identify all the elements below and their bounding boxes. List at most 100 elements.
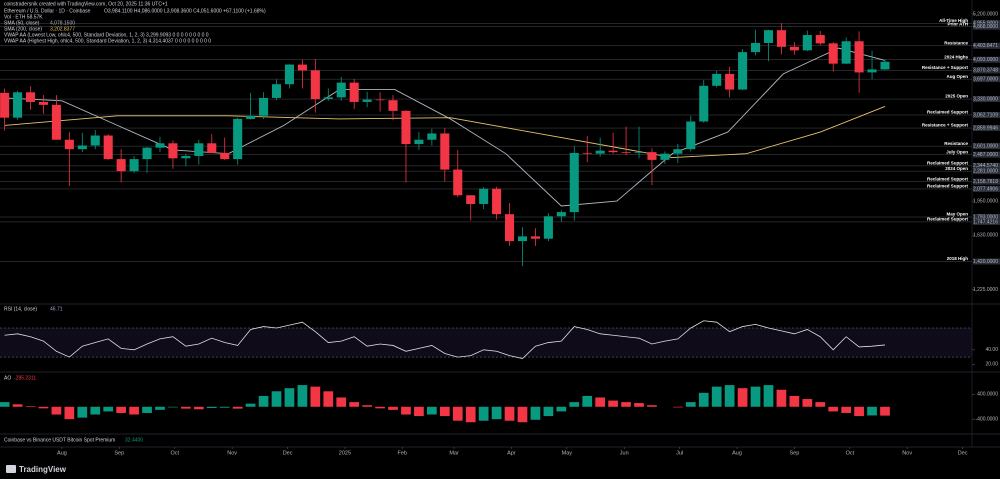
ao-bar <box>38 406 49 409</box>
candle-body <box>634 152 644 153</box>
candle-body <box>51 104 61 140</box>
level-label: 4,955.9000 <box>973 21 998 27</box>
candle-body <box>38 101 48 105</box>
candle-body <box>582 152 592 154</box>
y-tick-label: 20.00 <box>985 362 998 368</box>
level-label: 1,420.0000 <box>973 259 998 265</box>
x-tick-label: Oct <box>170 450 179 456</box>
candle-body <box>414 139 424 145</box>
ao-bar <box>258 395 269 407</box>
candle-body <box>271 84 282 98</box>
candle-body <box>401 110 411 145</box>
level-name: Resistance <box>944 40 968 45</box>
level-label: 4,093.0000 <box>973 57 998 63</box>
y-tick-label: 400.0000 <box>977 392 998 398</box>
ao-bar <box>815 402 826 407</box>
ao-bar <box>828 406 839 412</box>
x-tick-label: Feb <box>398 450 407 456</box>
premium-title: Coinbase vs Binance USDT Bitcoin Spot Pr… <box>4 437 115 443</box>
candle-body <box>660 153 670 160</box>
y-tick-label: -400.0000 <box>975 416 998 422</box>
candle-body <box>750 42 761 53</box>
level-label-box <box>973 111 1000 118</box>
ao-bar <box>323 391 334 407</box>
ao-bar <box>375 406 385 409</box>
level-label: 4,868.0000 <box>973 24 998 30</box>
ao-bar <box>297 385 308 407</box>
logo: TradingView <box>6 465 67 474</box>
ao-bar <box>517 406 528 423</box>
ao-bar <box>427 406 437 415</box>
candle-body <box>699 85 709 122</box>
candle-body <box>867 69 877 73</box>
ao-bar <box>219 406 230 408</box>
y-tick-label: 1,630.0000 <box>973 233 998 239</box>
x-tick-label: Jul <box>676 450 683 456</box>
footer-brand: TradingView <box>19 465 67 474</box>
ao-bar <box>181 406 191 409</box>
candle-body <box>595 150 605 154</box>
candle-body <box>142 147 152 160</box>
level-label-box <box>973 76 1000 83</box>
candle-body <box>129 159 139 172</box>
x-tick-label: Nov <box>227 450 237 456</box>
level-name: Aug Open <box>947 74 969 79</box>
candle-body <box>25 92 36 102</box>
ao-bar <box>841 406 852 413</box>
candle-body <box>828 43 838 64</box>
rsi-line <box>4 320 886 359</box>
ao-bar <box>129 406 139 415</box>
ao-bar <box>711 386 722 407</box>
ao-bar <box>802 399 813 407</box>
moving-average <box>4 47 886 207</box>
x-tick-label: Dec <box>958 450 968 456</box>
ao-bar <box>867 406 877 416</box>
ao-bar <box>284 388 295 407</box>
x-tick-label: Sep <box>114 450 124 456</box>
candle-body <box>246 115 256 119</box>
candle-body <box>505 214 515 242</box>
candle-body <box>194 143 204 156</box>
ao-bar <box>103 406 114 412</box>
level-label: 2,601.0000 <box>973 143 998 149</box>
x-tick-label: Nov <box>902 450 912 456</box>
x-tick-label: Mar <box>449 450 459 456</box>
level-label: 2,487.0000 <box>973 152 998 158</box>
x-tick-label: Dec <box>283 450 293 456</box>
level-label: 2,158.7818 <box>973 179 998 185</box>
level-label-box <box>973 20 1000 27</box>
level-label-box <box>973 143 1000 150</box>
rsi-title: RSI (14, close) <box>4 306 37 312</box>
level-label: 3,697.0000 <box>973 76 998 82</box>
caption: coinstradersnik created with TradingView… <box>4 1 168 7</box>
candle-body <box>880 61 890 70</box>
ohlc-text: O3,984.1100 H4,086.0000 L3,908.3600 C4,0… <box>104 8 266 14</box>
ao-bar <box>608 400 618 407</box>
chart-title: Ethereum / U.S. Dollar · 1D · Coinbase <box>4 8 91 14</box>
candle-body <box>517 236 528 242</box>
candle-body <box>427 133 437 140</box>
candle-body <box>323 97 333 100</box>
ao-bar <box>647 405 657 407</box>
candle-body <box>854 41 864 73</box>
level-name: July Open <box>946 149 968 154</box>
ao-title: AO <box>4 375 11 381</box>
level-name: Reclaimed Support <box>927 161 969 166</box>
candle-body <box>168 143 178 159</box>
level-name: Prior ATH <box>947 21 968 26</box>
ao-bar <box>582 395 593 407</box>
ao-bar <box>672 406 683 408</box>
ao-bar <box>776 389 787 407</box>
level-label: 1,747.4216 <box>973 219 998 225</box>
candle-body <box>686 121 696 150</box>
candle-body <box>77 145 87 150</box>
level-label: 3,330.0000 <box>973 96 998 102</box>
candle-body <box>259 97 269 116</box>
y-tick-label: 5,200.0000 <box>973 11 998 17</box>
ma-legend-name: SMA (50, close) <box>4 20 40 26</box>
x-tick-label: Sep <box>789 450 799 456</box>
y-tick-label: 1,950.0000 <box>973 198 998 204</box>
level-name: Reclaimed Support <box>927 110 969 115</box>
level-label: 4,403.8471 <box>973 43 998 49</box>
